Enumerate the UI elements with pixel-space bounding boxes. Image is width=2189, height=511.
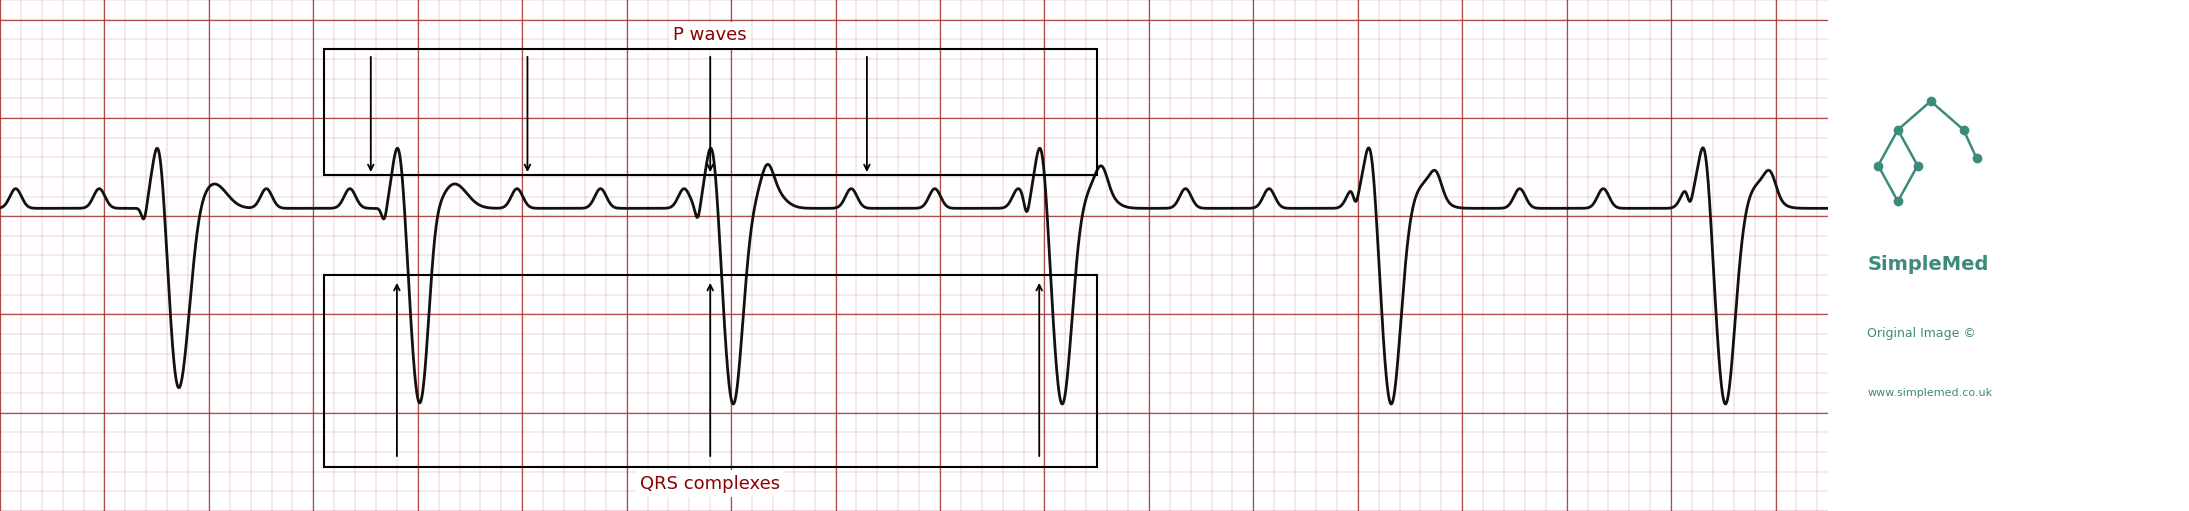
Bar — [324, 275, 1097, 467]
Text: Original Image ©: Original Image © — [1867, 327, 1977, 340]
Text: www.simplemed.co.uk: www.simplemed.co.uk — [1867, 388, 1992, 399]
Text: P waves: P waves — [674, 26, 746, 44]
Bar — [324, 49, 1097, 175]
Text: QRS complexes: QRS complexes — [639, 475, 779, 493]
Text: SimpleMed: SimpleMed — [1867, 256, 1988, 274]
